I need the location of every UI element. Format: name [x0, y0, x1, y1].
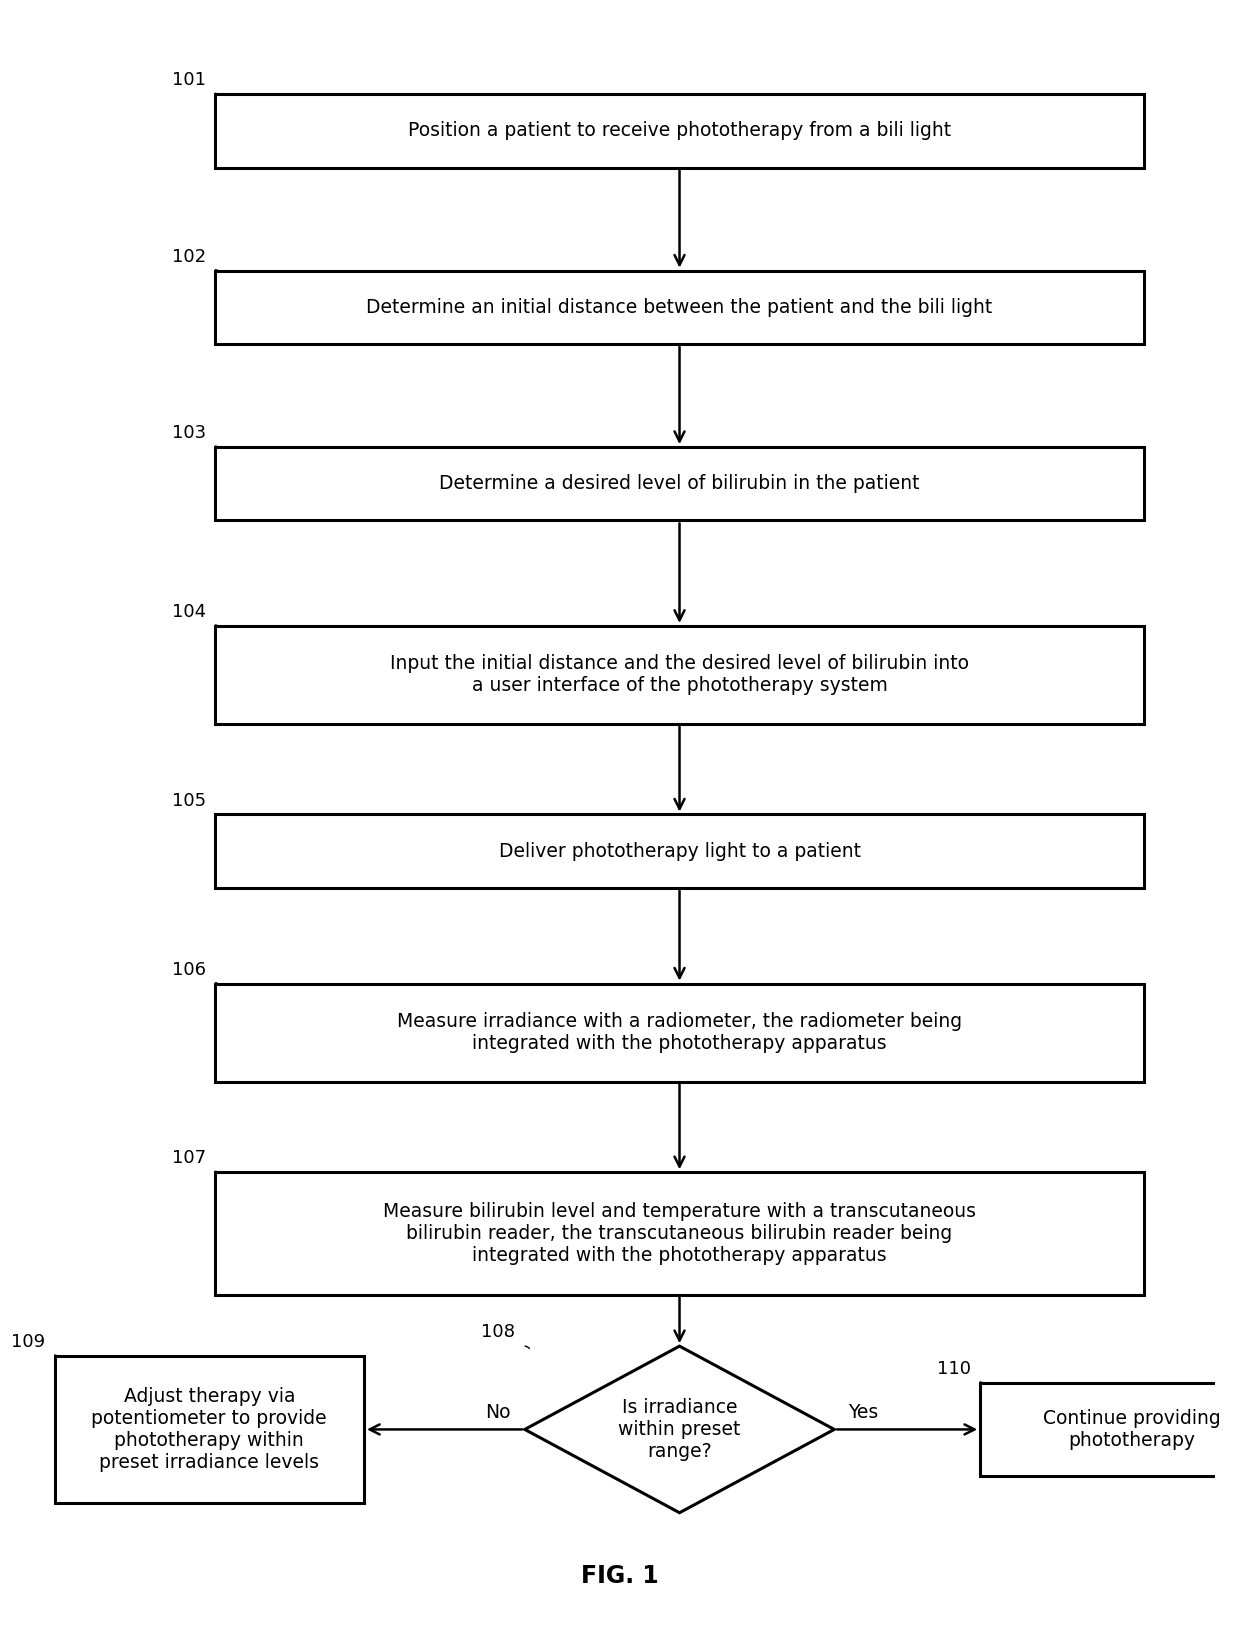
- Text: 103: 103: [171, 425, 206, 443]
- Text: 106: 106: [172, 960, 206, 978]
- Text: Yes: Yes: [848, 1402, 879, 1422]
- FancyBboxPatch shape: [216, 270, 1143, 343]
- FancyBboxPatch shape: [55, 1355, 365, 1503]
- Text: 104: 104: [171, 604, 206, 622]
- Text: Measure irradiance with a radiometer, the radiometer being
integrated with the p: Measure irradiance with a radiometer, th…: [397, 1012, 962, 1053]
- Text: Continue providing
phototherapy: Continue providing phototherapy: [1043, 1409, 1220, 1450]
- FancyBboxPatch shape: [980, 1383, 1240, 1476]
- Polygon shape: [525, 1346, 835, 1513]
- FancyBboxPatch shape: [216, 94, 1143, 168]
- Text: Position a patient to receive phototherapy from a bili light: Position a patient to receive photothera…: [408, 122, 951, 140]
- FancyBboxPatch shape: [216, 815, 1143, 888]
- Text: 102: 102: [171, 247, 206, 265]
- Text: Is irradiance
within preset
range?: Is irradiance within preset range?: [619, 1398, 740, 1461]
- Text: Adjust therapy via
potentiometer to provide
phototherapy within
preset irradianc: Adjust therapy via potentiometer to prov…: [92, 1386, 327, 1472]
- FancyBboxPatch shape: [216, 626, 1143, 724]
- Text: 109: 109: [11, 1333, 45, 1350]
- Text: Measure bilirubin level and temperature with a transcutaneous
bilirubin reader, : Measure bilirubin level and temperature …: [383, 1202, 976, 1264]
- Text: FIG. 1: FIG. 1: [582, 1565, 658, 1588]
- Text: 107: 107: [171, 1149, 206, 1167]
- Text: No: No: [485, 1402, 511, 1422]
- Text: Deliver phototherapy light to a patient: Deliver phototherapy light to a patient: [498, 841, 861, 861]
- Text: 101: 101: [172, 72, 206, 89]
- Text: Determine a desired level of bilirubin in the patient: Determine a desired level of bilirubin i…: [439, 473, 920, 493]
- FancyBboxPatch shape: [216, 984, 1143, 1082]
- Text: Input the initial distance and the desired level of bilirubin into
a user interf: Input the initial distance and the desir…: [391, 654, 968, 695]
- Text: 110: 110: [936, 1360, 971, 1378]
- Text: Determine an initial distance between the patient and the bili light: Determine an initial distance between th…: [366, 298, 993, 317]
- FancyBboxPatch shape: [216, 1171, 1143, 1295]
- FancyBboxPatch shape: [216, 447, 1143, 521]
- Text: 108: 108: [481, 1323, 516, 1341]
- Text: 105: 105: [171, 792, 206, 810]
